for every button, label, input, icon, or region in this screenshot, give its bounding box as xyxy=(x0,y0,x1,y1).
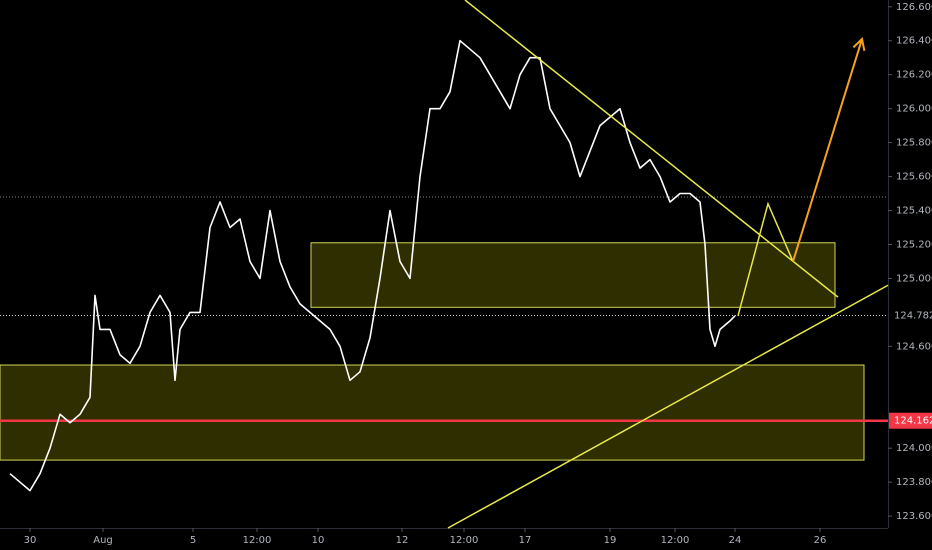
price-line xyxy=(9,39,736,492)
y-tick-label: 123.600 xyxy=(896,511,932,522)
trendline xyxy=(464,0,839,298)
zone xyxy=(0,364,865,461)
trendline xyxy=(447,284,889,529)
y-tick-label: 125.800 xyxy=(896,138,932,149)
projection-path xyxy=(737,201,794,316)
y-tick-label: 125.600 xyxy=(896,172,932,183)
x-tick-label: 12:00 xyxy=(450,535,479,546)
y-tick-label: 125.000 xyxy=(896,273,932,284)
x-tick-label: 12:00 xyxy=(243,535,272,546)
x-tick-label: 30 xyxy=(24,535,37,546)
y-tick-label: 126.600 xyxy=(896,2,932,13)
x-tick-label: 17 xyxy=(519,535,532,546)
x-tick-label: Aug xyxy=(93,535,113,546)
current-price-label: 124.782 xyxy=(894,310,932,321)
zone xyxy=(310,242,836,308)
y-tick-label: 124.000 xyxy=(896,443,932,454)
y-tick-label: 125.200 xyxy=(896,239,932,250)
target-arrow xyxy=(792,37,866,262)
x-tick-label: 26 xyxy=(814,535,827,546)
y-tick-label: 126.400 xyxy=(896,36,932,47)
y-tick-label: 125.400 xyxy=(896,206,932,217)
y-tick-label: 123.800 xyxy=(896,477,932,488)
current-price-box xyxy=(889,307,932,324)
x-tick-label: 12 xyxy=(396,535,409,546)
x-tick-label: 5 xyxy=(190,535,196,546)
support-price-label: 124.162 xyxy=(894,416,932,427)
y-tick-label: 124.600 xyxy=(896,341,932,352)
y-tick-label: 126.000 xyxy=(896,104,932,115)
y-tick-label: 126.200 xyxy=(896,70,932,81)
x-tick-label: 12:00 xyxy=(661,535,690,546)
x-tick-label: 10 xyxy=(312,535,325,546)
x-tick-label: 24 xyxy=(729,535,742,546)
support-price-box xyxy=(889,412,932,429)
x-tick-label: 19 xyxy=(604,535,617,546)
